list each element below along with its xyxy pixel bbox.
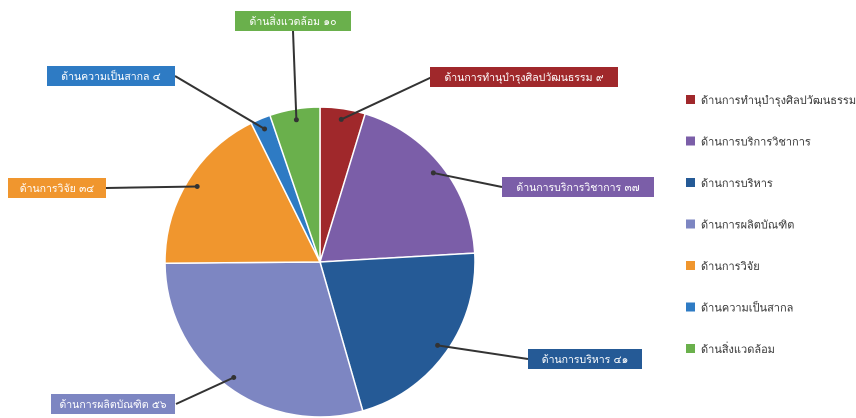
slice-data-label: ด้านการวิจัย ๓๔ <box>20 183 95 195</box>
leader-line <box>292 30 298 120</box>
leader-line <box>433 171 503 188</box>
legend-swatch <box>686 219 695 229</box>
callout-box <box>528 349 642 369</box>
slice-data-label: ด้านการทำนุบำรุงศิลปวัฒนธรรม ๙ <box>444 72 603 84</box>
legend-swatch <box>686 178 695 187</box>
legend-entry: ด้านการวิจัย <box>701 260 760 273</box>
leader-line <box>174 75 266 130</box>
pie-slice <box>318 112 476 263</box>
callout-box <box>47 66 175 86</box>
legend-swatch <box>686 302 695 312</box>
slice-data-label: ด้านความเป็นสากล ๔ <box>61 69 160 83</box>
leader-dot <box>435 342 441 348</box>
legend: ด้านการทำนุบำรุงศิลปวัฒนธรรมด้านการบริกา… <box>686 94 856 356</box>
leader-dot <box>293 117 299 123</box>
legend-entry: ด้านสิ่งแวดล้อม <box>701 341 775 356</box>
callout-labels: ด้านการทำนุบำรุงศิลปวัฒนธรรม ๙ด้านการบริ… <box>8 11 654 414</box>
pie-slice <box>164 122 322 265</box>
slice-data-label: ด้านสิ่งแวดล้อม ๑๐ <box>250 14 337 28</box>
leader-dot <box>194 184 200 190</box>
leader-line <box>105 185 198 189</box>
pie-slice <box>319 252 476 412</box>
leader-line <box>340 76 433 121</box>
pie-slice <box>164 261 364 418</box>
callout-box <box>235 11 351 31</box>
slice-data-label: ด้านการบริหาร ๔๑ <box>542 354 629 366</box>
pie-slice <box>268 106 321 263</box>
leader-line <box>437 344 529 360</box>
slice-data-label: ด้านการผลิตบัณฑิต ๕๖ <box>59 399 166 411</box>
callout-box <box>8 178 106 198</box>
leader-dot <box>430 170 436 176</box>
legend-entry: ด้านการผลิตบัณฑิต <box>701 219 794 232</box>
legend-swatch <box>686 344 695 353</box>
legend-swatch <box>686 261 695 270</box>
callout-leaders <box>105 30 529 405</box>
legend-entry: ด้านการบริการวิชาการ <box>701 136 811 149</box>
legend-swatch <box>686 136 695 146</box>
slice-data-label: ด้านการบริการวิชาการ ๓๗ <box>516 182 639 194</box>
legend-entry: ด้านการทำนุบำรุงศิลปวัฒนธรรม <box>701 94 856 107</box>
leader-line <box>175 376 235 405</box>
leader-dot <box>338 116 344 122</box>
leader-dot <box>231 374 237 380</box>
callout-box <box>430 67 618 87</box>
legend-swatch <box>686 95 695 104</box>
callout-box <box>51 394 175 414</box>
pie-slices <box>164 106 476 418</box>
callout-box <box>502 177 654 197</box>
legend-entry: ด้านความเป็นสากล <box>701 301 793 315</box>
leader-dot <box>262 126 268 132</box>
legend-entry: ด้านการบริหาร <box>701 177 773 190</box>
